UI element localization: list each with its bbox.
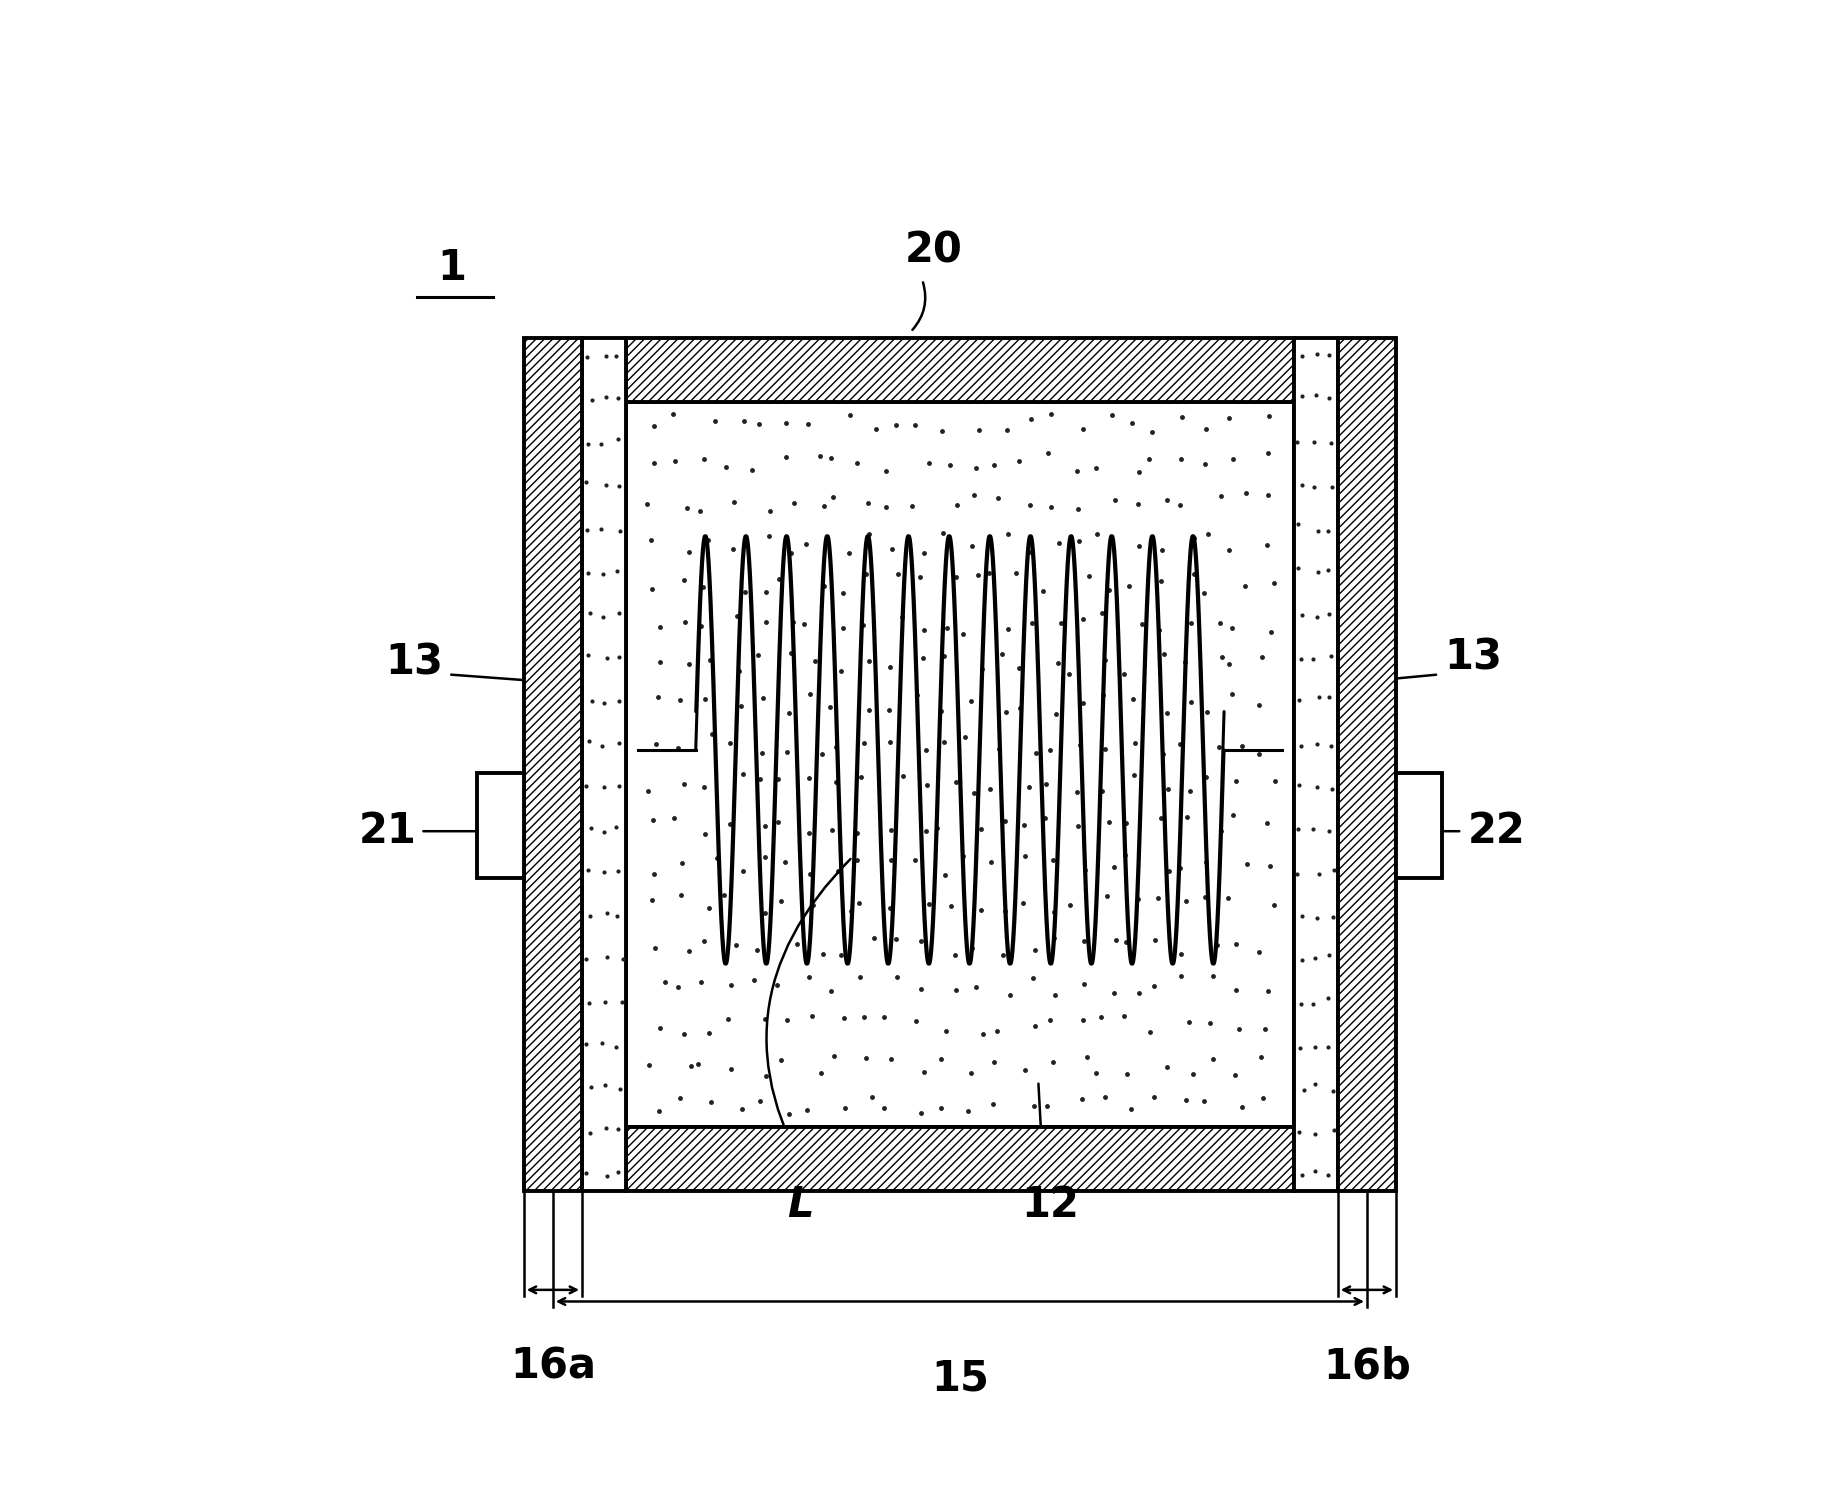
Text: 16b: 16b xyxy=(1323,1345,1410,1387)
Bar xyxy=(627,338,1294,401)
Bar xyxy=(1396,774,1443,878)
Text: 13: 13 xyxy=(1445,636,1503,679)
Text: 15: 15 xyxy=(931,1357,989,1399)
Text: 22: 22 xyxy=(1469,810,1525,852)
Bar xyxy=(1294,338,1337,1191)
Bar xyxy=(525,338,581,1191)
Bar xyxy=(477,774,525,878)
Text: 1: 1 xyxy=(437,247,466,290)
Bar xyxy=(1337,338,1396,1191)
Text: 12: 12 xyxy=(1020,1184,1079,1226)
Bar xyxy=(627,338,1294,401)
Text: L: L xyxy=(787,1184,813,1226)
Text: 20: 20 xyxy=(906,229,962,271)
Bar xyxy=(627,1128,1294,1191)
Bar xyxy=(627,1128,1294,1191)
Bar xyxy=(1337,338,1396,1191)
Text: 21: 21 xyxy=(359,810,417,852)
Text: 16a: 16a xyxy=(510,1345,596,1387)
Bar xyxy=(627,401,1294,1128)
Text: 13: 13 xyxy=(386,642,445,683)
Bar xyxy=(581,338,627,1191)
Bar xyxy=(525,338,581,1191)
